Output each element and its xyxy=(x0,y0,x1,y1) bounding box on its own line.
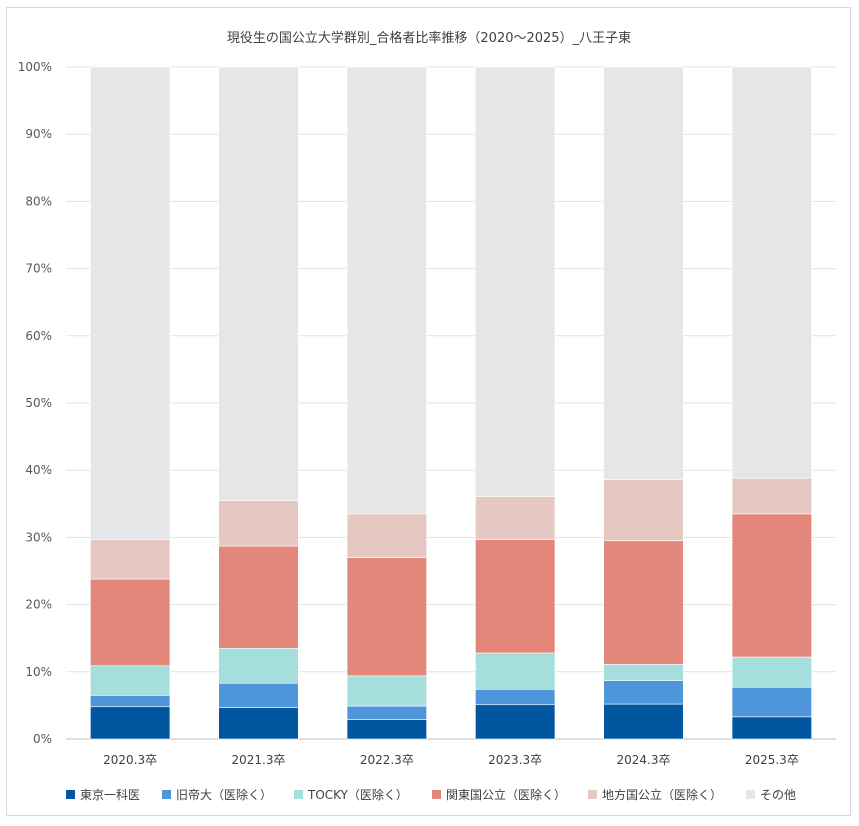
bar-segment xyxy=(218,545,299,649)
bar-segment xyxy=(90,665,171,696)
bar-segment xyxy=(603,703,684,740)
bar-segment xyxy=(346,66,427,515)
bar-segment xyxy=(90,695,171,708)
bar-segment xyxy=(218,647,299,684)
x-tick-label: 2022.3卒 xyxy=(360,753,414,767)
legend-label: 旧帝大（医除く） xyxy=(176,787,272,802)
bar-segment xyxy=(603,540,684,665)
legend-swatch xyxy=(162,790,171,799)
y-tick-label: 20% xyxy=(25,598,52,612)
bar-segment xyxy=(603,479,684,542)
bar-segment xyxy=(346,513,427,558)
bar-segment xyxy=(731,477,812,515)
y-axis-ticks: 0% 10% 20% 30% 40% 50% 60% 70% 80% 90% 100% xyxy=(18,60,52,746)
y-tick-label: 50% xyxy=(25,396,52,410)
bar-segment xyxy=(218,500,299,547)
bar-segment xyxy=(731,716,812,740)
bar-segment xyxy=(218,707,299,740)
bar-segment xyxy=(475,704,556,740)
x-tick-label: 2023.3卒 xyxy=(488,753,542,767)
bar-segment xyxy=(475,496,556,540)
legend-swatch xyxy=(294,790,303,799)
legend-swatch xyxy=(588,790,597,799)
y-tick-label: 40% xyxy=(25,463,52,477)
bar-segment xyxy=(346,719,427,740)
legend-swatch xyxy=(66,790,75,799)
x-tick-label: 2020.3卒 xyxy=(103,753,157,767)
bar-segment xyxy=(603,680,684,705)
bar-segment xyxy=(731,513,812,658)
y-tick-label: 30% xyxy=(25,530,52,544)
bar-segment xyxy=(346,705,427,720)
bar-segment xyxy=(731,66,812,479)
x-tick-label: 2021.3卒 xyxy=(232,753,286,767)
x-axis-labels: 2020.3卒 2021.3卒 2022.3卒 2023.3卒 2024.3卒 2025.… xyxy=(103,753,799,767)
y-tick-label: 0% xyxy=(33,732,52,746)
legend-label: 関東国公立（医除く） xyxy=(446,787,566,802)
bar-segment xyxy=(603,66,684,480)
y-tick-label: 100% xyxy=(18,60,52,74)
y-tick-label: 90% xyxy=(25,127,52,141)
legend: 東京一科医 旧帝大（医除く） TOCKY（医除く） 関東国公立（医除く） 地方国公立（医… xyxy=(66,787,796,802)
y-tick-label: 80% xyxy=(25,194,52,208)
x-tick-label: 2024.3卒 xyxy=(617,753,671,767)
bar-segment xyxy=(346,675,427,707)
bars xyxy=(90,66,812,740)
bar-segment xyxy=(475,688,556,706)
legend-label: 東京一科医 xyxy=(80,788,140,802)
bar-segment xyxy=(475,652,556,690)
bar-segment xyxy=(731,656,812,688)
bar-segment xyxy=(218,66,299,501)
y-tick-label: 70% xyxy=(25,262,52,276)
y-tick-label: 60% xyxy=(25,329,52,343)
bar-segment xyxy=(475,66,556,497)
y-tick-label: 10% xyxy=(25,665,52,679)
bar-segment xyxy=(475,539,556,654)
legend-label: 地方国公立（医除く） xyxy=(602,787,722,802)
bar-segment xyxy=(90,706,171,740)
legend-label: その他 xyxy=(760,788,796,802)
bar-segment xyxy=(603,664,684,681)
bar-segment xyxy=(90,539,171,580)
bar-segment xyxy=(90,66,171,540)
x-tick-label: 2025.3卒 xyxy=(745,753,799,767)
bar-segment xyxy=(731,686,812,718)
chart-title: 現役生の国公立大学群別_合格者比率推移（2020～2025）_八王子東 xyxy=(227,30,631,46)
legend-swatch xyxy=(746,790,755,799)
legend-swatch xyxy=(432,790,441,799)
gridlines xyxy=(66,66,836,740)
bar-segment xyxy=(346,557,427,677)
bar-segment xyxy=(218,682,299,708)
bar-segment xyxy=(90,578,171,667)
legend-label: TOCKY（医除く） xyxy=(307,787,408,802)
